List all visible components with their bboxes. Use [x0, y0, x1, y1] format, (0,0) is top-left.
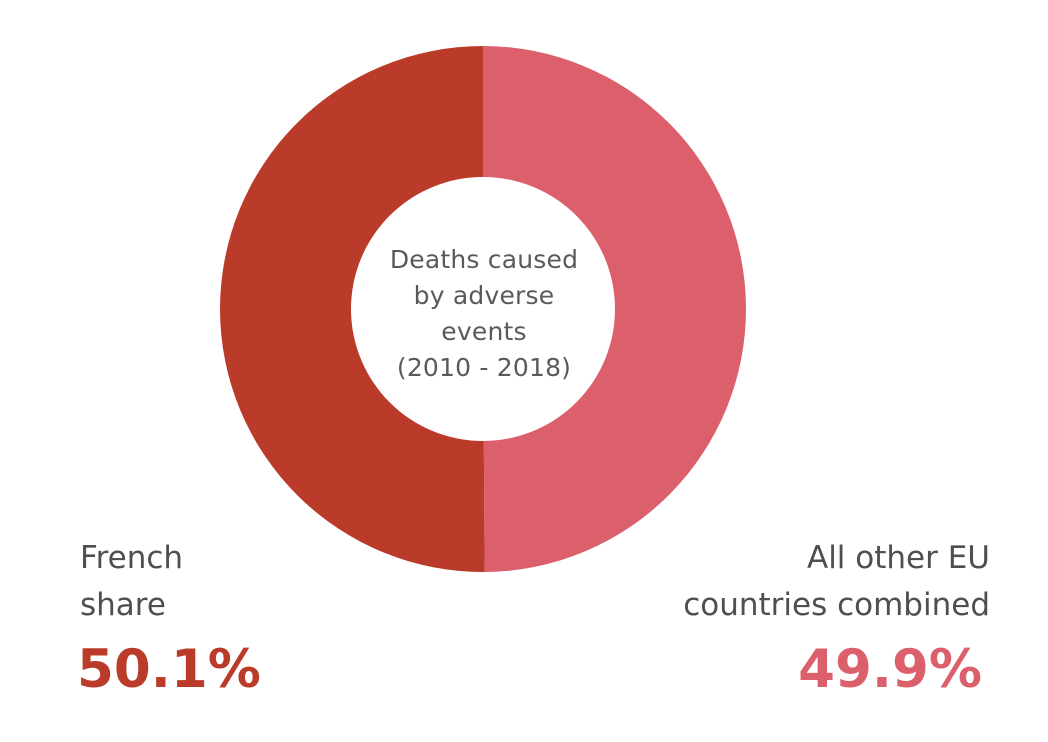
- slice-other-eu: [483, 45, 747, 572]
- center-label-line: Deaths caused: [389, 245, 579, 274]
- french-share-value: 50.1%: [77, 639, 261, 700]
- slice-french-share: [220, 46, 485, 572]
- donut-center-label: Deaths caused by adverse events (2010 - …: [364, 242, 604, 386]
- french-share-label: French share: [80, 535, 183, 629]
- other-eu-label: All other EU countries combined: [683, 535, 990, 629]
- center-label-line: events: [441, 317, 527, 346]
- label-line: All other EU: [806, 540, 990, 576]
- donut-slices: [220, 45, 747, 572]
- label-line: countries combined: [683, 587, 990, 623]
- label-line: share: [80, 587, 166, 623]
- label-line: French: [80, 540, 184, 576]
- other-eu-value: 49.9%: [798, 639, 982, 700]
- center-label-line: by adverse: [413, 281, 555, 310]
- center-label-line: (2010 - 2018): [396, 353, 572, 382]
